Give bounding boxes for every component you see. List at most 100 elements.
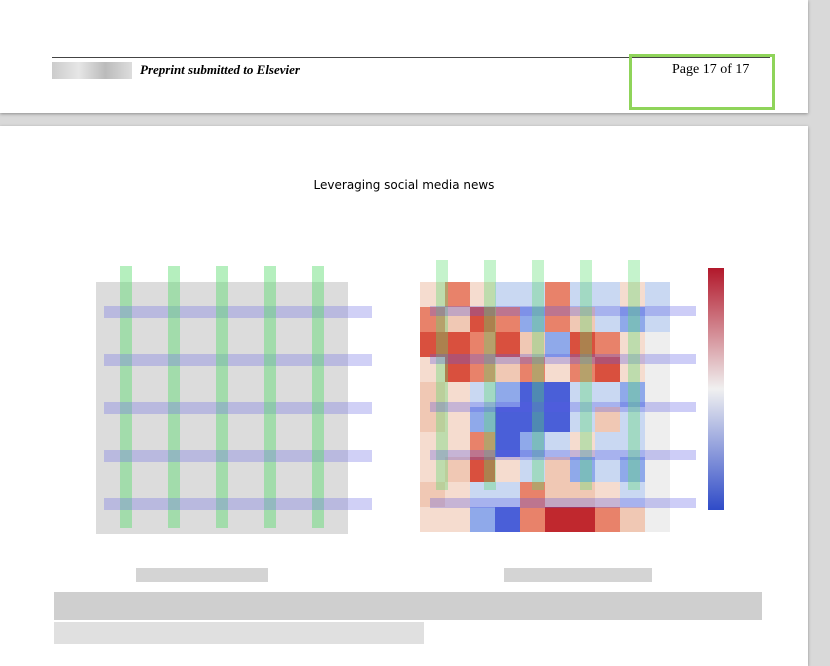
heat-cell [595, 307, 620, 332]
heat-cell [620, 482, 645, 507]
heat-cell [420, 407, 445, 432]
heat-cell [545, 382, 570, 407]
heat-cell [520, 282, 545, 307]
heat-cell [470, 332, 495, 357]
heat-cell [570, 357, 595, 382]
heat-cell [420, 357, 445, 382]
heat-cell [495, 432, 520, 457]
blurred-logo [52, 62, 132, 79]
heat-cell [495, 307, 520, 332]
heat-cell [570, 282, 595, 307]
blurred-caption [136, 568, 268, 582]
blue-stripe [430, 354, 696, 364]
heat-cell [470, 432, 495, 457]
heat-cell [420, 332, 445, 357]
heat-cell [545, 432, 570, 457]
green-stripe [484, 260, 496, 490]
heat-cell [445, 407, 470, 432]
heat-cell [645, 432, 670, 457]
heat-cell [420, 482, 445, 507]
heat-cell [470, 382, 495, 407]
heat-cell [570, 482, 595, 507]
blurred-text [54, 622, 424, 644]
heat-cell [470, 307, 495, 332]
heat-cell [620, 282, 645, 307]
heat-cell [495, 457, 520, 482]
heat-cell [620, 382, 645, 407]
journal-note: Preprint submitted to Elsevier [140, 62, 300, 77]
heat-cell [420, 282, 445, 307]
heat-cell [520, 332, 545, 357]
page-17: Leveraging social media news [0, 126, 808, 666]
heat-cell [570, 307, 595, 332]
heat-cell [445, 332, 470, 357]
highlight-box [629, 54, 775, 110]
heat-cell [570, 507, 595, 532]
heat-cell [645, 282, 670, 307]
heat-cell [470, 282, 495, 307]
heat-cell [470, 482, 495, 507]
heat-cell [520, 382, 545, 407]
heat-cell [595, 332, 620, 357]
heat-cell [445, 307, 470, 332]
viewer: Preprint submitted to Elsevier Page 17 o… [0, 0, 808, 666]
grid-panel [96, 282, 348, 534]
heat-cell [420, 507, 445, 532]
heat-cell [545, 357, 570, 382]
heat-cell [595, 282, 620, 307]
green-stripe [264, 266, 276, 528]
heat-cell [570, 432, 595, 457]
green-stripe [120, 266, 132, 528]
heat-cell [495, 482, 520, 507]
blue-stripe [104, 450, 372, 462]
heat-cell [545, 282, 570, 307]
heat-cell [645, 357, 670, 382]
heat-cell [620, 457, 645, 482]
green-stripe [580, 260, 592, 490]
heat-cell [520, 507, 545, 532]
blue-stripe [430, 306, 696, 316]
heat-cell [495, 357, 520, 382]
green-stripe [168, 266, 180, 528]
heat-cell [645, 382, 670, 407]
heat-cell [445, 282, 470, 307]
green-stripe [312, 266, 324, 528]
heat-cell [620, 407, 645, 432]
blurred-caption [504, 568, 652, 582]
heat-cell [620, 432, 645, 457]
heat-cell [620, 507, 645, 532]
heat-cell [545, 407, 570, 432]
heat-cell [445, 482, 470, 507]
heat-cell [445, 432, 470, 457]
heat-cell [645, 507, 670, 532]
heat-cell [545, 507, 570, 532]
figure [54, 260, 762, 644]
heat-cell [570, 332, 595, 357]
blue-stripe [430, 402, 696, 412]
heat-cell [520, 482, 545, 507]
heat-cell [470, 357, 495, 382]
blue-stripe [104, 354, 372, 366]
heat-cell [470, 507, 495, 532]
green-stripe [436, 260, 448, 490]
heat-cell [520, 457, 545, 482]
heat-cell [570, 382, 595, 407]
blue-stripe [430, 450, 696, 460]
heat-cell [520, 357, 545, 382]
running-title: Leveraging social media news [313, 178, 495, 192]
heat-cell [445, 382, 470, 407]
heat-cell [545, 307, 570, 332]
heat-cell [495, 407, 520, 432]
heat-cell [645, 482, 670, 507]
heat-cell [470, 407, 495, 432]
page-16: Preprint submitted to Elsevier Page 17 o… [0, 0, 808, 113]
heat-cell [570, 457, 595, 482]
blue-stripe [104, 498, 372, 510]
heat-cell [545, 332, 570, 357]
green-stripe [216, 266, 228, 528]
heat-cell [595, 432, 620, 457]
blue-stripe [104, 306, 372, 318]
colorbar [708, 268, 724, 510]
page-number: Page 17 of 17 [672, 62, 750, 77]
heat-cell [595, 357, 620, 382]
